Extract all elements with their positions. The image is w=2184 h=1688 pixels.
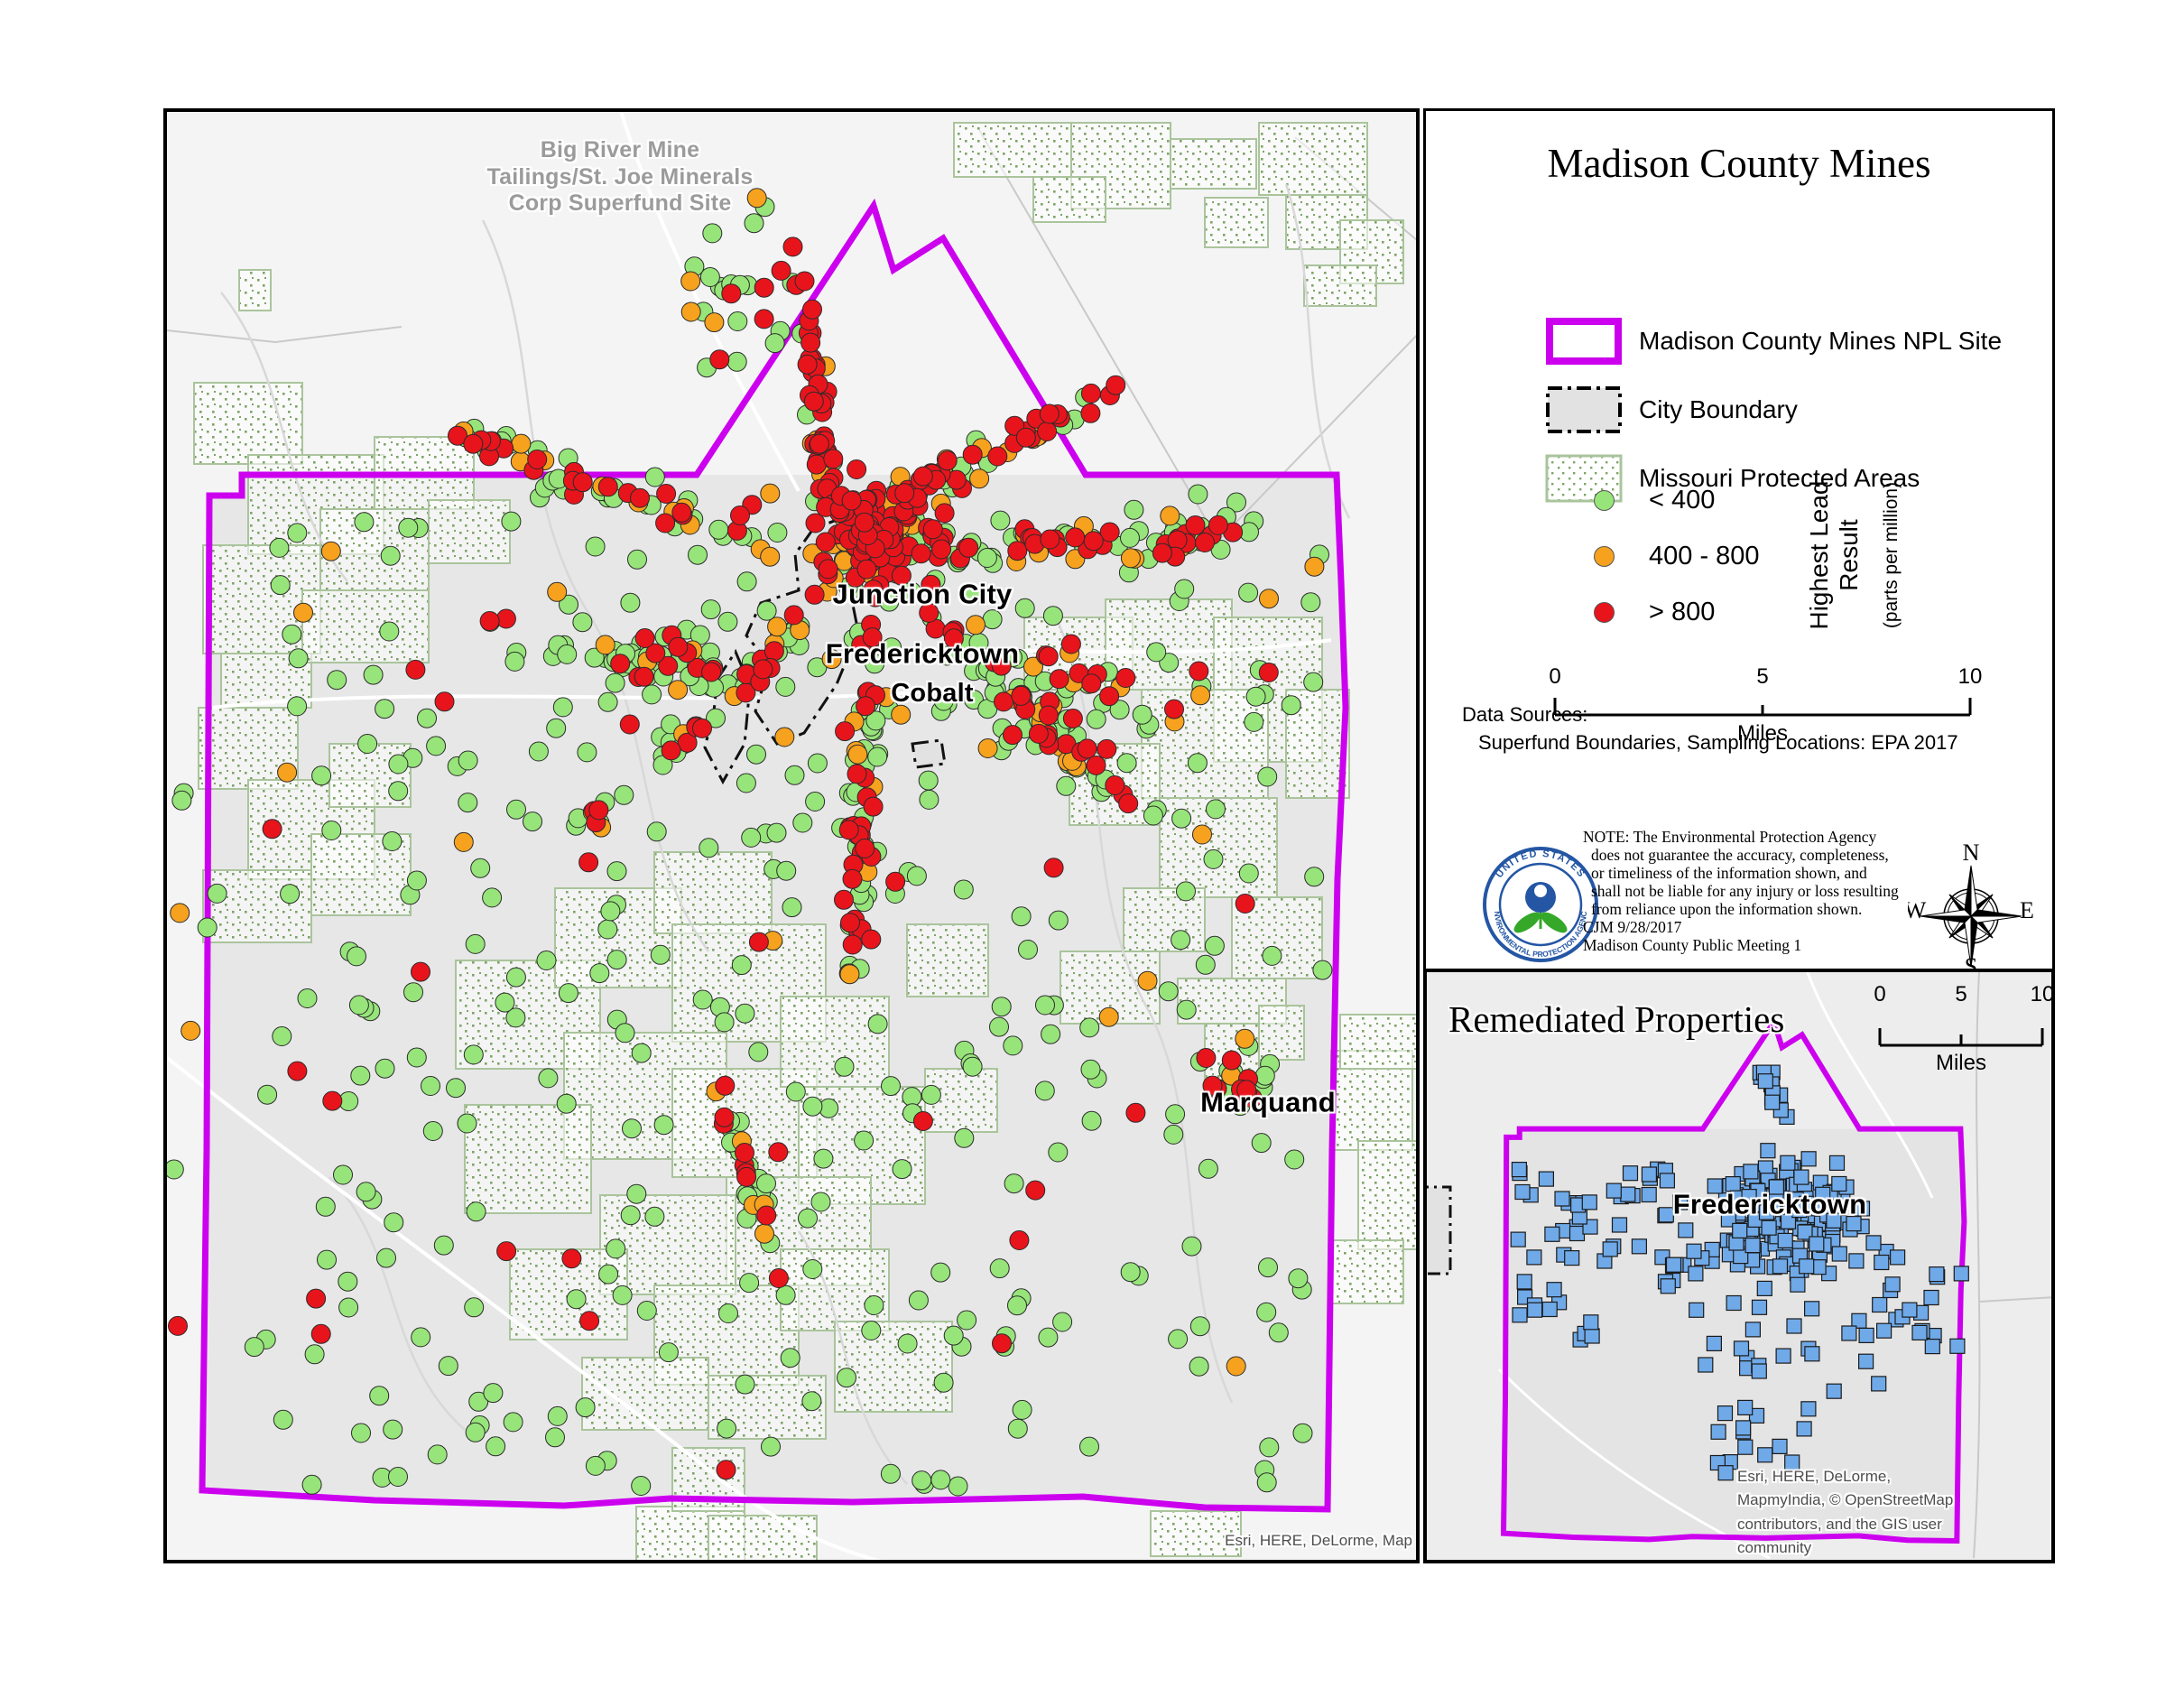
main-map-panel: Big River Mine Tailings/St. Joe Minerals… (163, 108, 1420, 1563)
dot-legend-class-2: > 800 (1594, 584, 1760, 640)
svg-text:Miles: Miles (1737, 721, 1788, 746)
epa-logo-icon: UNITED STATES ENVIRONMENTAL PROTECTION A… (1482, 846, 1598, 962)
map-label-marquand: Marquand (1200, 1086, 1336, 1118)
main-map-canvas (167, 112, 1416, 1560)
inset-scalebar: 0 5 10 Miles (1874, 982, 2055, 1075)
inset-map-panel: Remediated Properties 0 5 10 Miles Frede… (1423, 969, 2055, 1563)
inset-map-canvas (1427, 972, 2051, 1560)
svg-text:5: 5 (1756, 664, 1768, 689)
svg-text:W: W (1908, 897, 1927, 923)
svg-text:0: 0 (1874, 982, 1885, 1006)
npl-site-swatch-icon (1546, 318, 1622, 365)
map-title: Madison County Mines (1547, 141, 1931, 186)
svg-text:10: 10 (2031, 982, 2055, 1006)
dot-swatch-icon (1594, 489, 1615, 511)
inset-label-fredericktown: Fredericktown (1672, 1188, 1867, 1220)
svg-text:N: N (1963, 840, 1980, 866)
inset-attribution: Esri, HERE, DeLorme, MapmyIndia, © OpenSt… (1737, 1468, 1954, 1557)
legend-item-protected-areas: Missouri Protected Areas (1545, 454, 2002, 503)
legend-scalebar: 0 5 10 Miles (1549, 664, 1983, 746)
dot-swatch-icon (1594, 601, 1615, 623)
city-boundary-swatch-icon (1546, 386, 1622, 433)
svg-text:5: 5 (1955, 982, 1967, 1006)
map-label-junction-city: Junction City (832, 578, 1013, 610)
legend-item-city-boundary: City Boundary (1545, 385, 2002, 434)
svg-text:S: S (1965, 953, 1977, 972)
legend-item-npl-site: Madison County Mines NPL Site (1545, 317, 2002, 366)
lead-result-units: (parts per million) (1881, 481, 1902, 629)
data-sources-heading: Data Sources: (1462, 703, 1588, 726)
dot-legend: < 400 400 - 800 > 800 (1594, 472, 1760, 640)
dot-legend-class-1: 400 - 800 (1594, 528, 1760, 584)
compass-rose-icon: N S W E (1908, 840, 2034, 972)
legend-items: Madison County Mines NPL Site City Bounda… (1545, 317, 2002, 523)
map-label-cobalt: Cobalt (891, 678, 974, 708)
data-sources-detail: Superfund Boundaries, Sampling Locations… (1478, 731, 1958, 754)
svg-text:10: 10 (1958, 664, 1983, 689)
svg-text:Miles: Miles (1936, 1051, 1986, 1075)
dot-legend-class-0: < 400 (1594, 472, 1760, 528)
inset-title: Remediated Properties (1448, 998, 1785, 1040)
map-label-big-river-site: Big River Mine Tailings/St. Joe Minerals… (486, 136, 754, 216)
lead-result-axis-title: Highest Lead Result (1805, 480, 1863, 630)
disclaimer-note: NOTE: The Environmental Protection Agenc… (1583, 828, 1899, 954)
svg-text:0: 0 (1549, 664, 1560, 689)
dot-swatch-icon (1594, 545, 1615, 567)
map-label-fredericktown: Fredericktown (825, 637, 1020, 670)
legend-panel: Madison County Mines Madison County Mine… (1423, 108, 2055, 972)
svg-text:E: E (2020, 897, 2034, 923)
main-map-attribution: Esri, HERE, DeLorme, Map (1225, 1531, 1412, 1549)
